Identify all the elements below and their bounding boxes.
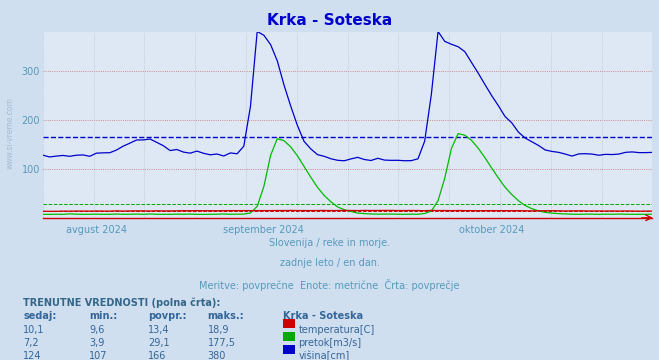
Text: 13,4: 13,4 [148, 325, 170, 335]
Text: TRENUTNE VREDNOSTI (polna črta):: TRENUTNE VREDNOSTI (polna črta): [23, 297, 221, 307]
Text: 380: 380 [208, 351, 226, 360]
Text: avgust 2024: avgust 2024 [66, 225, 127, 235]
Text: sedaj:: sedaj: [23, 311, 57, 321]
Text: temperatura[C]: temperatura[C] [299, 325, 375, 335]
Text: oktober 2024: oktober 2024 [459, 225, 525, 235]
Text: Krka - Soteska: Krka - Soteska [267, 13, 392, 28]
Text: povpr.:: povpr.: [148, 311, 186, 321]
Text: 3,9: 3,9 [89, 338, 104, 348]
Text: Meritve: povprečne  Enote: metrične  Črta: povprečje: Meritve: povprečne Enote: metrične Črta:… [199, 279, 460, 291]
Text: pretok[m3/s]: pretok[m3/s] [299, 338, 362, 348]
Text: Slovenija / reke in morje.: Slovenija / reke in morje. [269, 238, 390, 248]
Text: višina[cm]: višina[cm] [299, 351, 350, 360]
Text: 18,9: 18,9 [208, 325, 229, 335]
Text: maks.:: maks.: [208, 311, 244, 321]
Text: 124: 124 [23, 351, 42, 360]
Text: www.si-vreme.com: www.si-vreme.com [5, 97, 14, 169]
Text: min.:: min.: [89, 311, 117, 321]
Text: 107: 107 [89, 351, 107, 360]
Text: 177,5: 177,5 [208, 338, 235, 348]
Text: 7,2: 7,2 [23, 338, 39, 348]
Text: september 2024: september 2024 [223, 225, 304, 235]
Text: 9,6: 9,6 [89, 325, 104, 335]
Text: 29,1: 29,1 [148, 338, 170, 348]
Text: 166: 166 [148, 351, 167, 360]
Text: 10,1: 10,1 [23, 325, 45, 335]
Text: Krka - Soteska: Krka - Soteska [283, 311, 364, 321]
Text: zadnje leto / en dan.: zadnje leto / en dan. [279, 258, 380, 269]
